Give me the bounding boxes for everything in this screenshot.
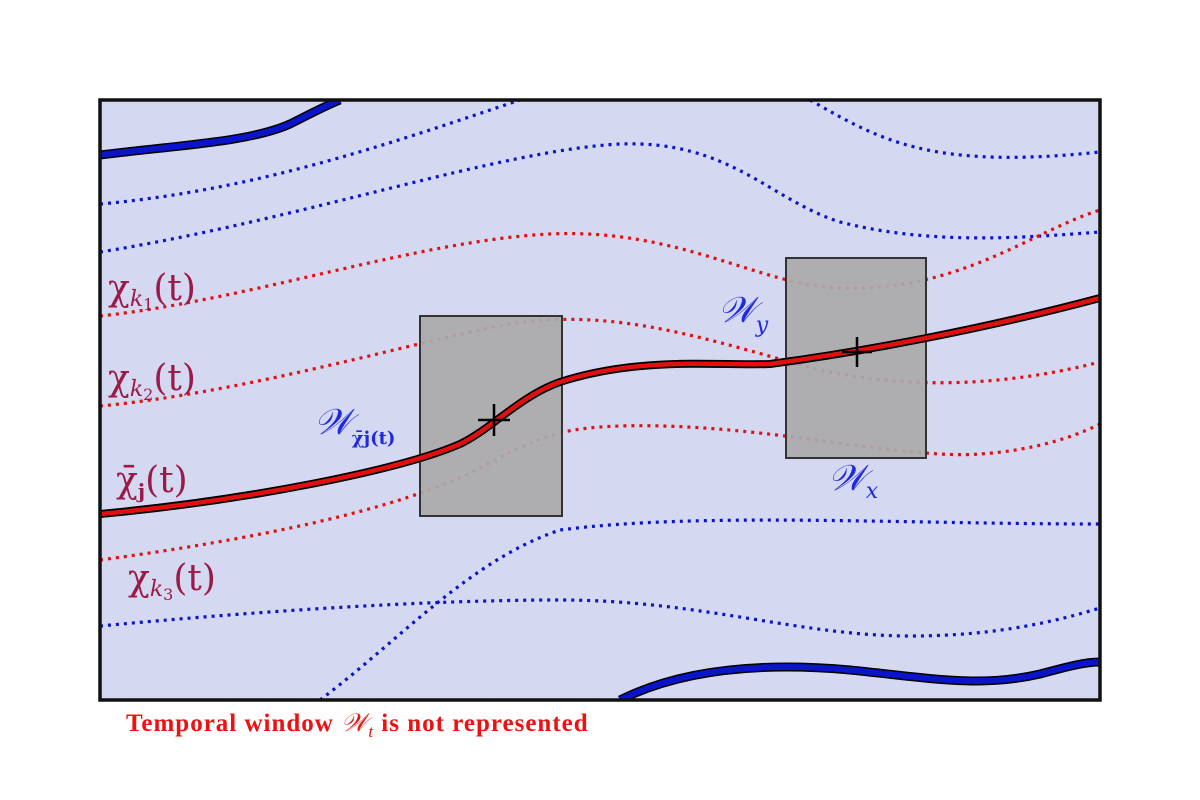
domain-area (100, 100, 1100, 700)
caption-before: Temporal window (126, 710, 334, 737)
label-chi-k1: χk1(t) (108, 268, 196, 314)
caption-after: is not represented (381, 710, 589, 737)
blue-dotted-trajectory-4 (100, 598, 1100, 638)
window-chi-bar-j (419, 315, 563, 517)
caption: Temporal window 𝒲t is not represented (126, 710, 1026, 746)
blue-solid-trajectory-top-fill (100, 100, 342, 158)
blue-dotted-trajectory-2 (809, 100, 1100, 159)
blue-solid-trajectory-bottom-fill (618, 659, 1100, 700)
label-chi-bar-j: χ̄j(t) (116, 460, 188, 503)
red-dotted-trajectory-k1 (100, 208, 1100, 318)
blue-dotted-trajectory-3 (100, 142, 1100, 254)
label-chi-k3: χk3(t) (128, 558, 216, 604)
blue-dotted-trajectory-1 (100, 100, 521, 206)
label-chi-k2: χk2(t) (108, 358, 196, 404)
caption-symbol: 𝒲t (341, 710, 375, 741)
crosshair-marker-right (842, 337, 872, 367)
crosshair-marker-left (478, 404, 510, 436)
red-dotted-trajectory-k3 (100, 422, 1100, 562)
mean-trajectory-chi-bar-j (100, 295, 1100, 517)
domain-border (98, 98, 1102, 702)
